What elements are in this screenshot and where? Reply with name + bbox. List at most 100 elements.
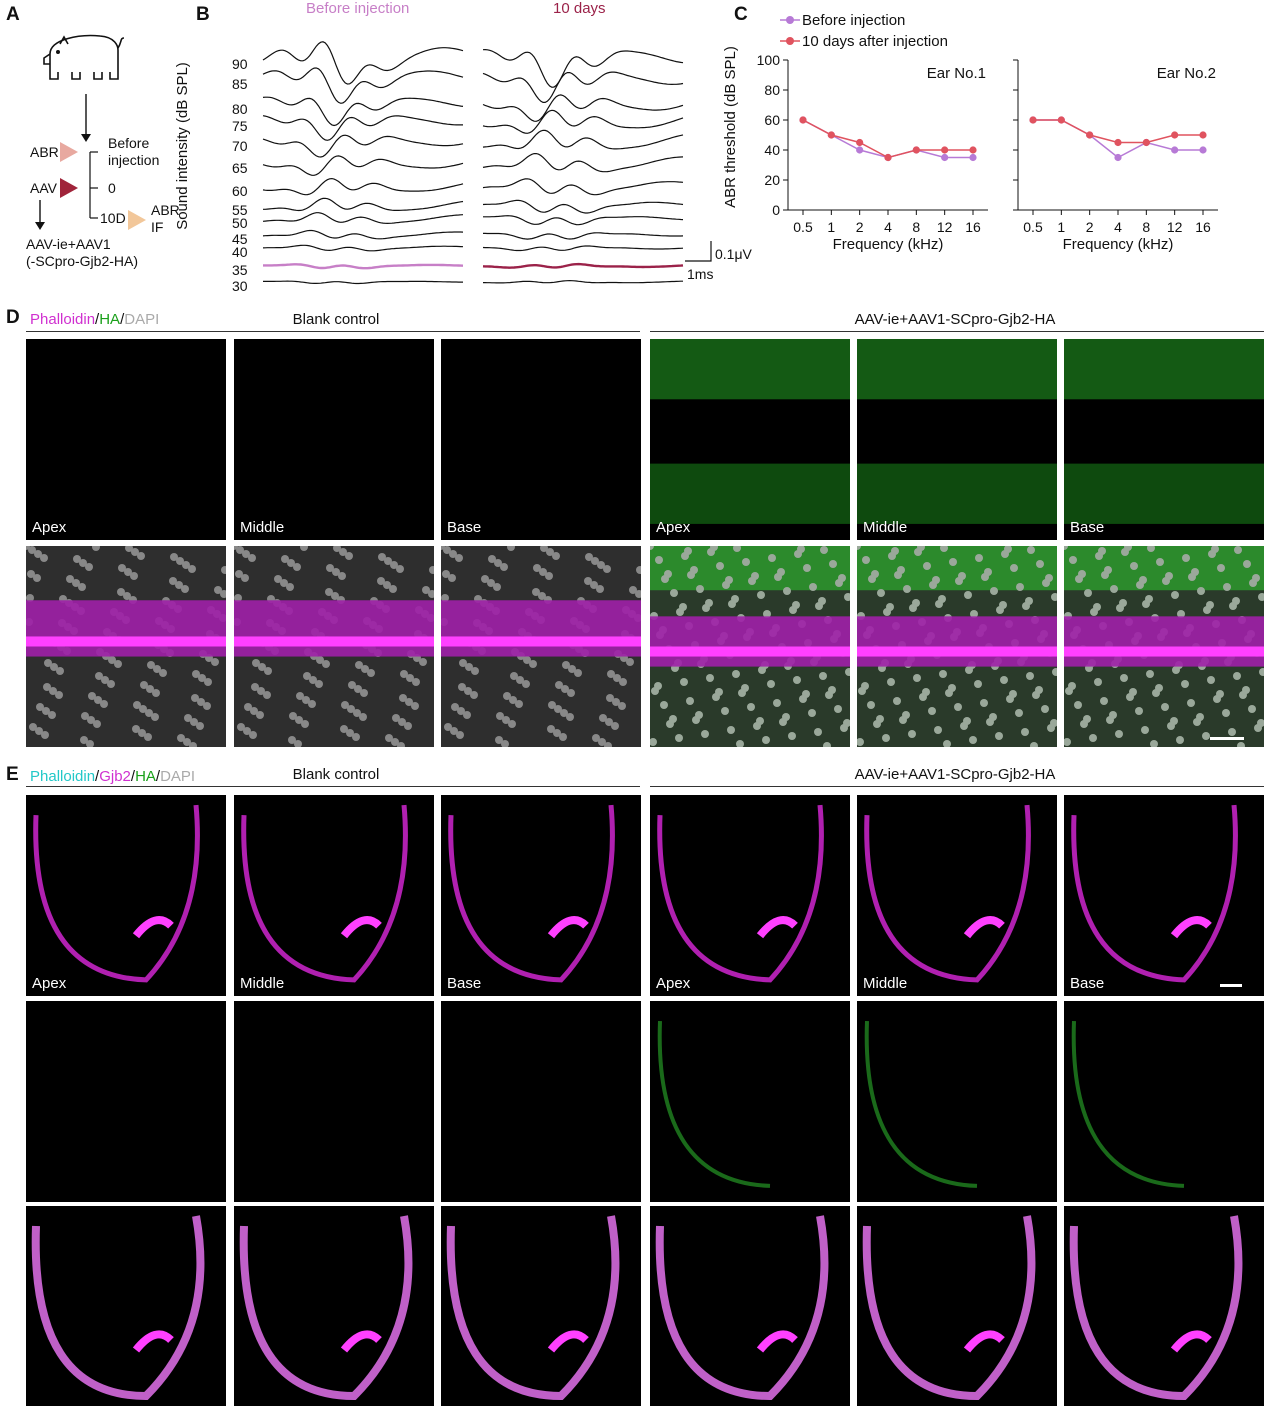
panel-e-stain-legend: Phalloidin/Gjb2/HA/DAPI [30, 768, 196, 785]
image-position-label: Base [447, 975, 482, 992]
merge-image [857, 546, 1057, 747]
abr-level-80: 80 [232, 101, 248, 117]
abr-level-40: 40 [232, 244, 248, 260]
abr-trace-before-35 [263, 263, 464, 270]
ha-image: Apex [26, 339, 226, 540]
merge-image [441, 546, 641, 747]
stain-ha: HA [135, 768, 156, 785]
abr-trace-before-45 [262, 229, 464, 240]
pig-icon [43, 34, 125, 80]
abr-trace-after-65 [482, 153, 684, 173]
gjb2-image: Middle [234, 795, 434, 996]
e-group-blank: Blank control [292, 766, 380, 783]
legend-before: Before injection [802, 12, 906, 29]
abr-after-title: 10 days [553, 0, 606, 17]
ytick-label: 80 [764, 82, 780, 98]
image-position-label: Base [1070, 519, 1105, 536]
abr-level-90: 90 [232, 56, 248, 72]
xtick-label: 2 [1086, 219, 1094, 235]
data-point [969, 153, 977, 162]
ha-image: Base [1064, 339, 1264, 540]
ytick-label: 20 [764, 172, 780, 188]
xtick-label: 8 [912, 219, 920, 235]
abr-level-60: 60 [232, 183, 248, 199]
data-point [856, 146, 864, 154]
abr-trace-after-90 [482, 48, 684, 88]
image-position-label: Base [1070, 975, 1105, 992]
abr-if-label-1: ABR [151, 202, 180, 218]
data-point [941, 153, 949, 162]
abr-trace-after-75 [482, 109, 684, 134]
panel-letter-b: B [196, 4, 210, 25]
ha-image: Middle [857, 339, 1057, 540]
abr-trace-before-60 [262, 177, 464, 196]
xtick-label: 2 [856, 219, 864, 235]
vector-label-1: AAV-ie+AAV1 [26, 236, 111, 252]
abr-trace-after-40 [482, 245, 684, 252]
chart-xlabel: Frequency (kHz) [833, 236, 944, 253]
stain-dapi: DAPI [124, 311, 160, 328]
abr-trace-after-35 [482, 262, 684, 269]
ha-image [857, 1001, 1057, 1202]
xtick-label: 0.5 [1023, 219, 1043, 235]
stain-ha: HA [99, 311, 121, 328]
merge-image [26, 546, 226, 747]
abr-level-65: 65 [232, 160, 248, 176]
merge-image [234, 546, 434, 747]
image-position-label: Apex [32, 519, 67, 536]
stain-phalloidin: Phalloidin [30, 311, 96, 328]
abr-trace-before-70 [262, 134, 464, 158]
panel-d-stain-legend: Phalloidin/HA/DAPI [30, 311, 160, 328]
gjb2-image: Base [1064, 795, 1264, 996]
abr-level-85: 85 [232, 76, 248, 92]
abr-trace-after-45 [483, 232, 684, 240]
schematic-timeline [35, 34, 146, 230]
xtick-label: 16 [1195, 219, 1211, 235]
stain-gjb2: Gjb2 [99, 768, 131, 785]
gjb2-image: Apex [650, 795, 850, 996]
scale-bar [1210, 737, 1244, 740]
merge-image [441, 1206, 641, 1406]
merge-image [650, 546, 850, 747]
abr-triangle [60, 142, 78, 162]
scale-voltage: 0.1μV [715, 246, 752, 262]
image-position-label: Apex [656, 519, 691, 536]
ytick-label: 40 [764, 142, 780, 158]
xtick-label: 12 [1167, 219, 1183, 235]
chart-title: Ear No.2 [1157, 65, 1216, 82]
scale-bar [685, 241, 712, 262]
xtick-label: 4 [884, 219, 892, 235]
abr-waveforms [262, 41, 712, 285]
gjb2-image: Base [441, 795, 641, 996]
scale-time: 1ms [687, 266, 714, 282]
panel-letter-d: D [6, 307, 20, 328]
abr-level-30: 30 [232, 278, 248, 294]
scale-bar [1220, 984, 1242, 987]
ytick-label: 0 [772, 202, 780, 218]
threshold-ylabel: ABR threshold (dB SPL) [722, 46, 739, 208]
e-group-line-right [650, 786, 1264, 787]
data-point [1142, 138, 1150, 147]
ha-image [650, 1001, 850, 1202]
abr-level-70: 70 [232, 138, 248, 154]
merge-image [26, 1206, 226, 1406]
abr-trace-after-80 [482, 94, 684, 122]
panel-letter-a: A [6, 4, 20, 25]
panel-letter-e: E [6, 764, 19, 785]
abr-level-50: 50 [232, 215, 248, 231]
abr-if-label-2: IF [151, 219, 164, 235]
data-point [827, 131, 835, 139]
e-group-aav: AAV-ie+AAV1-SCpro-Gjb2-HA [854, 766, 1056, 783]
merge-image [1064, 546, 1264, 747]
data-point [1114, 138, 1122, 147]
ha-image [1064, 1001, 1264, 1202]
image-position-label: Apex [32, 975, 67, 992]
data-point [884, 153, 892, 162]
abr-trace-before-90 [262, 41, 464, 85]
merge-image [650, 1206, 850, 1406]
data-point [856, 138, 864, 147]
chart-title: Ear No.1 [927, 65, 986, 82]
abr-trace-after-85 [482, 71, 684, 103]
data-point [1199, 131, 1207, 139]
ytick-label: 100 [757, 52, 781, 68]
